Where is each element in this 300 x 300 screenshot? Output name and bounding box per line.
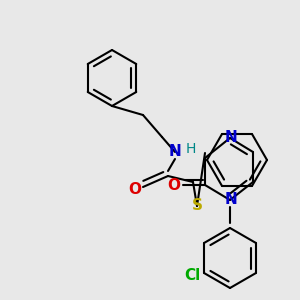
Text: Cl: Cl xyxy=(184,268,200,284)
Text: H: H xyxy=(186,142,196,156)
Text: S: S xyxy=(191,199,203,214)
Text: O: O xyxy=(128,182,142,196)
Text: N: N xyxy=(225,193,237,208)
Text: O: O xyxy=(167,178,181,193)
Text: N: N xyxy=(225,130,237,146)
Text: N: N xyxy=(169,145,182,160)
